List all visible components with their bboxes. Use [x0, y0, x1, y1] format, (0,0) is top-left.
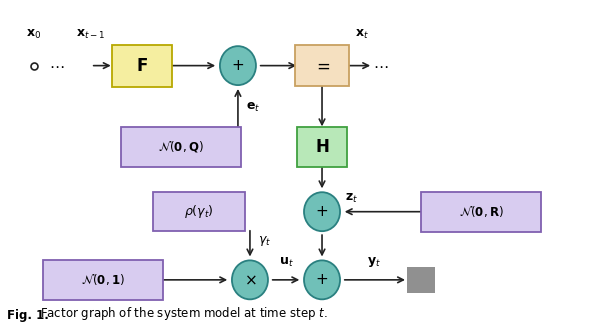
- Text: $+$: $+$: [315, 204, 329, 219]
- Text: $\cdots$: $\cdots$: [373, 58, 388, 73]
- FancyBboxPatch shape: [121, 126, 241, 167]
- Text: $+$: $+$: [315, 272, 329, 287]
- FancyBboxPatch shape: [153, 192, 245, 231]
- Ellipse shape: [220, 46, 256, 85]
- Text: $\times$: $\times$: [244, 272, 256, 287]
- Ellipse shape: [304, 260, 340, 299]
- Text: Fig. 1.: Fig. 1.: [7, 309, 49, 322]
- Text: $\mathbf{x}_{t-1}$: $\mathbf{x}_{t-1}$: [76, 28, 105, 41]
- Text: $\mathbf{x}_0$: $\mathbf{x}_0$: [26, 28, 42, 41]
- FancyBboxPatch shape: [43, 260, 163, 300]
- Text: $\rho(\gamma_t)$: $\rho(\gamma_t)$: [184, 203, 214, 220]
- Text: $\gamma_t$: $\gamma_t$: [258, 234, 271, 248]
- Ellipse shape: [304, 192, 340, 231]
- Ellipse shape: [232, 260, 268, 299]
- FancyBboxPatch shape: [408, 267, 435, 292]
- Text: $\cdots$: $\cdots$: [49, 58, 64, 73]
- Text: $\mathcal{N}(\mathbf{0}, \mathbf{1})$: $\mathcal{N}(\mathbf{0}, \mathbf{1})$: [81, 272, 125, 287]
- FancyBboxPatch shape: [421, 192, 541, 232]
- Text: $=$: $=$: [313, 57, 330, 75]
- Text: $\mathbf{F}$: $\mathbf{F}$: [136, 57, 148, 75]
- Text: $\mathbf{H}$: $\mathbf{H}$: [315, 138, 329, 156]
- FancyBboxPatch shape: [296, 46, 349, 86]
- Text: $\mathbf{z}_t$: $\mathbf{z}_t$: [345, 192, 358, 205]
- Text: Factor graph of the system model at time step $t$.: Factor graph of the system model at time…: [40, 305, 327, 322]
- Text: $\mathbf{x}_t$: $\mathbf{x}_t$: [355, 28, 369, 41]
- Text: $\mathbf{y}_t$: $\mathbf{y}_t$: [367, 255, 381, 269]
- Text: $\mathcal{N}(\mathbf{0}, \mathbf{R})$: $\mathcal{N}(\mathbf{0}, \mathbf{R})$: [459, 204, 503, 219]
- Text: $\mathbf{e}_t$: $\mathbf{e}_t$: [246, 101, 260, 114]
- FancyBboxPatch shape: [112, 45, 172, 87]
- Text: $+$: $+$: [231, 58, 244, 73]
- Text: $\mathcal{N}(\mathbf{0}, \mathbf{Q})$: $\mathcal{N}(\mathbf{0}, \mathbf{Q})$: [158, 139, 203, 154]
- Text: $\mathbf{u}_t$: $\mathbf{u}_t$: [279, 256, 293, 269]
- FancyBboxPatch shape: [297, 127, 347, 167]
